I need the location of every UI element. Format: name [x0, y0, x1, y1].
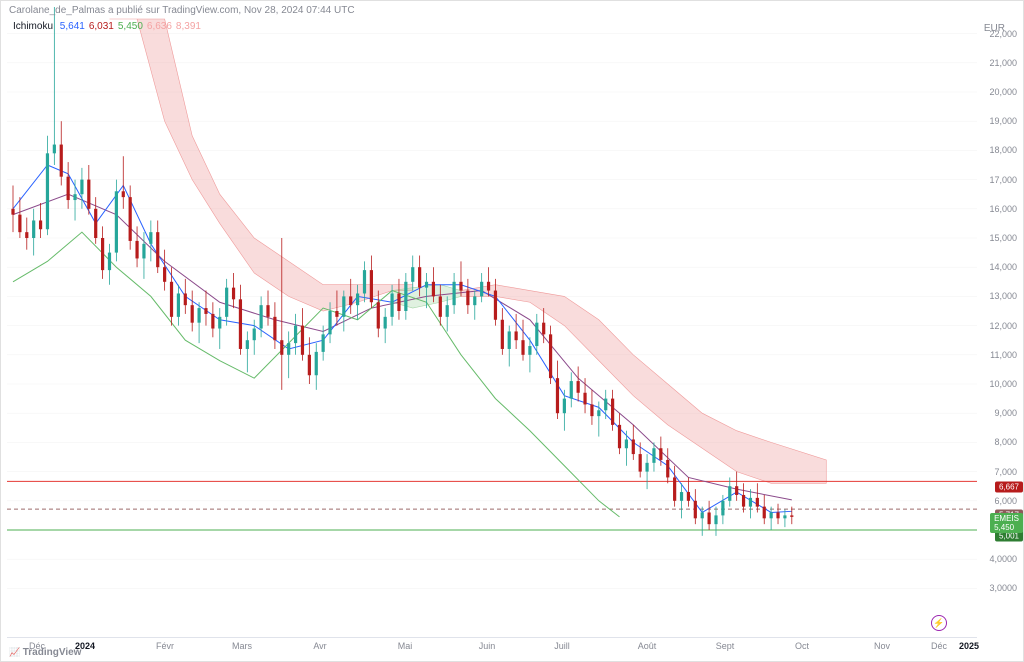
- y-tick: 4,0000: [989, 554, 1017, 564]
- y-tick: 13,000: [989, 291, 1017, 301]
- chart-plot[interactable]: [7, 7, 977, 627]
- currency-label: EUR: [984, 23, 1005, 34]
- y-tick: 21,000: [989, 58, 1017, 68]
- x-tick: Mai: [398, 641, 413, 651]
- y-tick: 8,000: [994, 437, 1017, 447]
- x-tick: Nov: [874, 641, 890, 651]
- indicator-value: 6,636: [147, 21, 172, 32]
- y-tick: 20,000: [989, 87, 1017, 97]
- chart-container: Carolane_de_Palmas a publié sur TradingV…: [0, 0, 1024, 662]
- indicator-value: 5,641: [60, 21, 85, 32]
- x-tick: Août: [638, 641, 657, 651]
- y-tick: 10,000: [989, 379, 1017, 389]
- y-tick: 14,000: [989, 262, 1017, 272]
- x-tick: Avr: [313, 641, 326, 651]
- y-tick: 18,000: [989, 145, 1017, 155]
- indicator-name: Ichimoku: [13, 21, 53, 32]
- y-tick: 7,000: [994, 467, 1017, 477]
- y-tick: 6,000: [994, 496, 1017, 506]
- y-tick: 12,000: [989, 321, 1017, 331]
- x-tick: Juill: [554, 641, 570, 651]
- y-tick: 15,000: [989, 233, 1017, 243]
- x-tick: Juin: [479, 641, 496, 651]
- price-tag: 6,667: [995, 482, 1023, 493]
- x-axis[interactable]: Déc2024FévrMarsAvrMaiJuinJuillAoûtSeptOc…: [7, 637, 977, 661]
- x-tick: Févr: [156, 641, 174, 651]
- y-axis[interactable]: 22,00021,00020,00019,00018,00017,00016,0…: [981, 7, 1023, 627]
- y-tick: 17,000: [989, 175, 1017, 185]
- publisher-text: Carolane_de_Palmas a publié sur TradingV…: [9, 5, 355, 16]
- x-tick: Mars: [232, 641, 252, 651]
- chart-canvas[interactable]: [7, 7, 977, 627]
- indicator-value: 5,450: [118, 21, 143, 32]
- y-tick: 11,000: [990, 350, 1017, 360]
- y-tick: 19,000: [989, 116, 1017, 126]
- event-marker-icon[interactable]: ⚡: [931, 615, 947, 631]
- x-tick: Oct: [795, 641, 809, 651]
- y-tick: 9,000: [994, 408, 1017, 418]
- indicator-value: 6,031: [89, 21, 114, 32]
- x-tick: Sept: [716, 641, 735, 651]
- y-tick: 3,0000: [989, 583, 1017, 593]
- symbol-price-tag: EMEIS5,450: [990, 513, 1023, 533]
- x-tick: Déc: [931, 641, 947, 651]
- tradingview-logo: TradingView: [9, 647, 81, 658]
- ichimoku-legend: Ichimoku 5,641 6,031 5,450 6,636 8,391: [13, 21, 209, 32]
- y-tick: 16,000: [989, 204, 1017, 214]
- indicator-value: 8,391: [176, 21, 201, 32]
- x-tick: 2025: [959, 641, 979, 651]
